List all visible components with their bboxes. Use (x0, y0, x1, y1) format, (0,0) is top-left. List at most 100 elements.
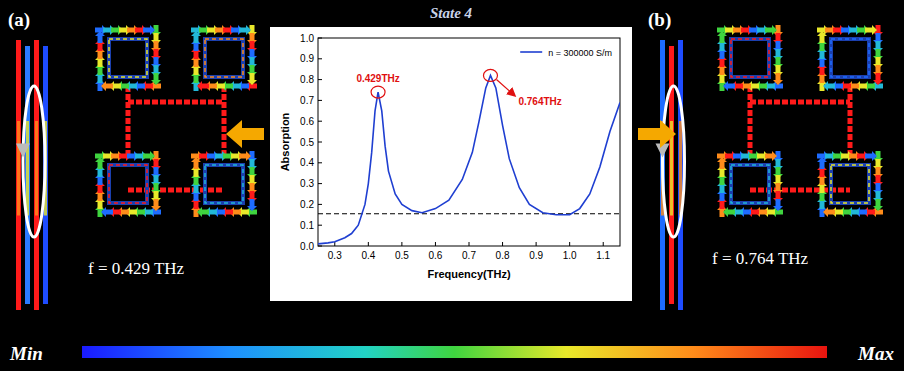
chart-title: State 4 (430, 5, 473, 21)
plot-frame (318, 38, 620, 246)
y-tick (318, 79, 322, 80)
y-tick (318, 38, 322, 39)
y-tick-label: 1.0 (300, 33, 314, 44)
current-arrow (823, 81, 835, 91)
x-tick-label: 0.8 (496, 250, 510, 261)
inner-ring (731, 39, 769, 77)
current-distribution (717, 25, 883, 217)
connector (750, 188, 850, 193)
connector (126, 86, 131, 156)
current-arrow (765, 151, 777, 161)
peak-circle (483, 69, 497, 81)
current-arrow (773, 199, 783, 211)
current-arrow (723, 81, 735, 91)
inner-ring-current (831, 39, 869, 77)
inner-ring-current (109, 39, 147, 77)
inner-ring (831, 39, 869, 77)
plot-area (318, 75, 620, 243)
y-tick-label: 0.3 (300, 178, 314, 189)
current-arrow (101, 207, 113, 217)
layer-hot (35, 121, 38, 216)
x-tick (435, 242, 436, 246)
layer (678, 40, 683, 310)
y-axis-title: Absorption (279, 112, 291, 171)
y-tick (318, 121, 322, 122)
x-tick (368, 242, 369, 246)
current-loop (23, 86, 45, 237)
inner-ring (109, 39, 147, 77)
current-arrow (95, 157, 105, 169)
figure: (a)f = 0.429 THz(b)f = 0.764 THzMinMaxSt… (0, 0, 904, 371)
current-arrow (823, 207, 835, 217)
x-tick-label: 0.5 (395, 250, 409, 261)
current-arrow (817, 31, 827, 43)
y-tick (318, 58, 322, 59)
current-arrow (765, 25, 777, 35)
y-tick-label: 0.2 (300, 199, 314, 210)
current-arrow (191, 157, 201, 169)
x-tick (401, 242, 402, 246)
y-tick-label: 0.6 (300, 116, 314, 127)
current-arrow (873, 199, 883, 211)
x-tick-label: 0.4 (361, 250, 375, 261)
x-tick-label: 1.0 (563, 250, 577, 261)
current-arrow (865, 25, 877, 35)
x-tick-label: 0.9 (529, 250, 543, 261)
inner-ring (831, 165, 869, 203)
layer-hot (17, 121, 20, 216)
y-tick (318, 204, 322, 205)
current-arrow (151, 73, 161, 85)
y-tick (318, 225, 322, 226)
current-arrow (143, 25, 155, 35)
current-arrow (723, 207, 735, 217)
current-arrow (717, 31, 727, 43)
legend-swatch (520, 51, 542, 53)
x-tick-label: 0.3 (328, 250, 342, 261)
x-tick (536, 242, 537, 246)
x-tick-label: 1.1 (596, 250, 610, 261)
x-tick (603, 242, 604, 246)
inner-ring (109, 165, 147, 203)
colorbar-min: Min (9, 343, 43, 364)
y-tick-label: 0.1 (300, 220, 314, 231)
current-arrow (817, 157, 827, 169)
x-tick (469, 242, 470, 246)
absorption-curve (318, 75, 620, 243)
inner-ring-current (731, 39, 769, 77)
current-arrow (151, 199, 161, 211)
panel-label: (a) (8, 9, 30, 31)
connector (128, 100, 224, 105)
peak-label: 0.429THz (356, 73, 399, 84)
y-tick-label: 0.0 (300, 241, 314, 252)
peak-label: 0.764THz (518, 96, 561, 107)
connector (848, 86, 853, 156)
x-axis-title: Frequency(THz) (427, 268, 510, 280)
yellow-arrow (638, 120, 676, 148)
layer (16, 40, 21, 310)
current-arrow (717, 157, 727, 169)
current-distribution (95, 25, 257, 217)
loop-direction (16, 144, 30, 158)
panel-caption: f = 0.764 THz (712, 249, 809, 268)
inner-ring-current (731, 165, 769, 203)
inner-ring-current (205, 165, 243, 203)
current-arrow (197, 81, 209, 91)
inner-ring (205, 165, 243, 203)
y-tick (318, 142, 322, 143)
layer (25, 46, 30, 304)
y-tick (318, 183, 322, 184)
current-arrow (247, 73, 257, 85)
y-tick-label: 0.5 (300, 137, 314, 148)
current-loop (663, 86, 685, 237)
y-tick (318, 100, 322, 101)
connector (128, 188, 224, 193)
connector (748, 86, 753, 156)
current-arrow (143, 151, 155, 161)
y-tick-label: 0.7 (300, 95, 314, 106)
current-arrow (873, 73, 883, 85)
x-tick (569, 242, 570, 246)
inner-ring-current (831, 165, 869, 203)
connector (750, 100, 850, 105)
panel-caption: f = 0.429 THz (88, 259, 185, 278)
inner-ring-current (109, 165, 147, 203)
